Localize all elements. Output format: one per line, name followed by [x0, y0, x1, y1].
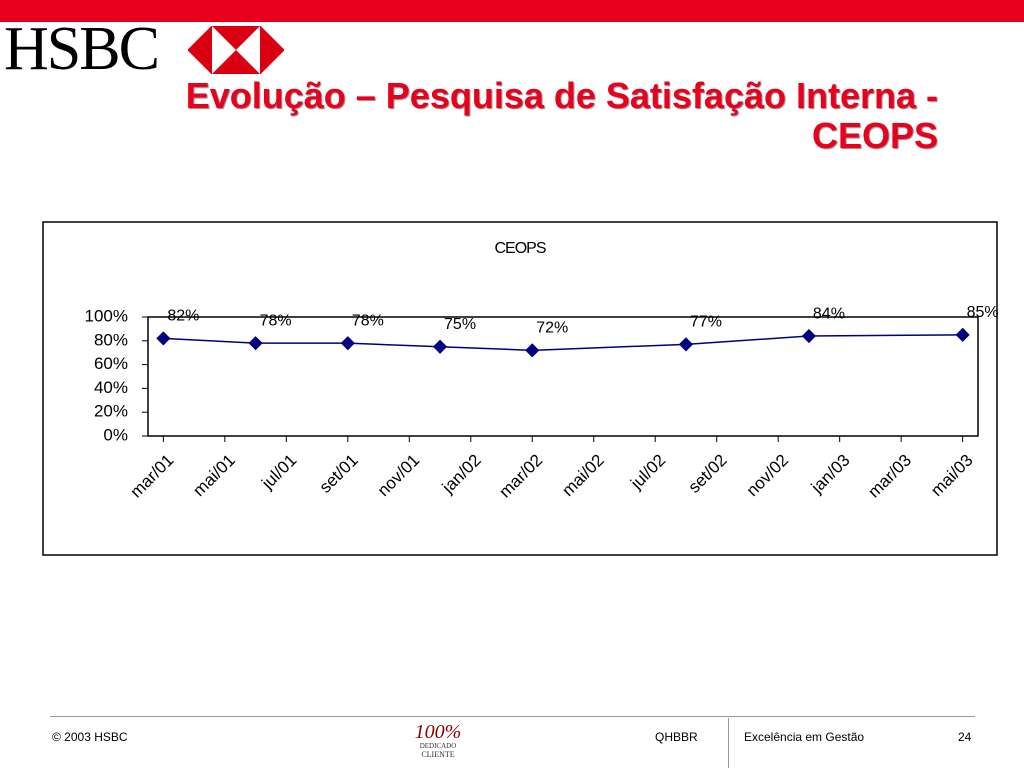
slide-title: Evolução – Pesquisa de Satisfação Intern…: [185, 75, 938, 156]
y-tick-label: 60%: [94, 354, 128, 373]
point-marker: [248, 336, 263, 351]
footer-line: [50, 716, 975, 717]
y-tick-label: 0%: [103, 425, 128, 444]
point-marker: [340, 336, 355, 351]
footer-separator: [728, 718, 729, 768]
data-label: 72%: [536, 320, 568, 337]
chart-title: CEOPS: [494, 240, 545, 257]
badge-number: 100%: [414, 721, 462, 743]
y-tick-label: 20%: [94, 402, 128, 421]
program: Excelência em Gestão: [744, 730, 865, 744]
page-number: 24: [958, 730, 972, 744]
data-label: 78%: [260, 312, 292, 329]
data-label: 75%: [444, 316, 476, 333]
logo-hexagon: [188, 26, 284, 74]
point-marker: [955, 327, 970, 342]
point-marker: [801, 328, 816, 344]
data-label: 84%: [813, 305, 845, 322]
badge-text: DEDICADO: [419, 742, 457, 750]
top-bar: [0, 0, 1024, 22]
point-marker: [432, 339, 448, 354]
copyright: © 2003 HSBC: [52, 730, 128, 744]
chart: CEOPS 0%20%40%60%80%100%mar/01 mai/01 jul/…: [42, 221, 999, 556]
data-label: 77%: [690, 314, 722, 331]
data-label: 82%: [167, 308, 199, 325]
point-marker: [678, 337, 694, 352]
code: QHBBR: [655, 730, 698, 744]
y-tick-label: 40%: [94, 378, 128, 397]
badge: 100% DEDICADO CLIENTE: [408, 722, 468, 759]
point-marker: [525, 343, 540, 358]
data-label: 78%: [352, 312, 384, 329]
logo: HSBC: [4, 15, 160, 83]
y-tick-label: 100%: [85, 306, 128, 325]
point-marker: [156, 331, 171, 346]
series-line: [163, 334, 963, 352]
badge-text: CLIENTE: [421, 750, 455, 759]
data-label: 85%: [967, 304, 999, 321]
y-tick-label: 80%: [94, 330, 128, 349]
